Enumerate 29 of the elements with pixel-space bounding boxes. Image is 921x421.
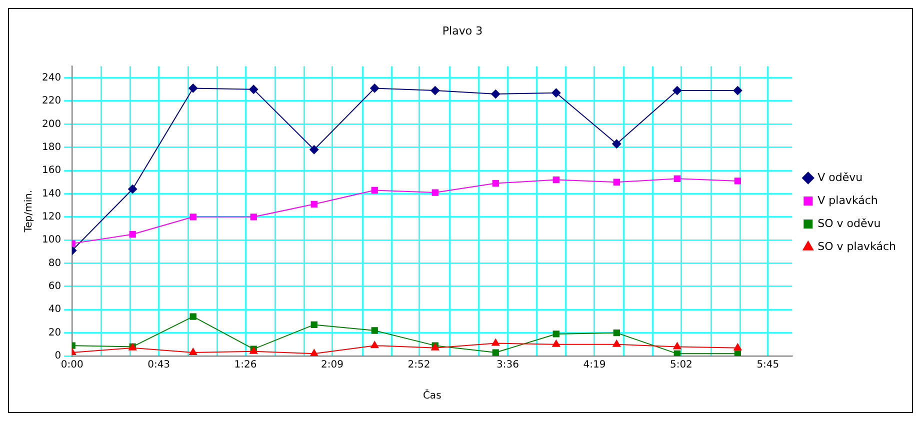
x-axis-title: Čas (422, 388, 442, 402)
x-tick-label: 3:36 (496, 360, 519, 371)
legend-label: SO v plavkách (818, 240, 896, 253)
y-axis-title: Tep/min. (24, 190, 35, 234)
legend-label: V plavkách (818, 194, 878, 207)
x-tick-label: 5:02 (670, 360, 692, 371)
y-tick-label: 160 (42, 165, 62, 176)
x-tick-label: 4:19 (583, 360, 606, 371)
chart-title: Plavo 3 (442, 24, 483, 38)
x-tick-label: 0:00 (60, 360, 84, 371)
y-tick-label: 240 (42, 72, 62, 84)
y-tick-label: 20 (48, 327, 62, 338)
legend-label: V oděvu (818, 170, 863, 184)
x-tick-label: 5:45 (756, 360, 780, 371)
y-tick-label: 180 (42, 142, 62, 153)
y-tick-label: 80 (48, 258, 62, 269)
y-tick-label: 140 (42, 188, 62, 200)
x-tick-label: 0:43 (148, 360, 170, 371)
y-tick-label: 220 (42, 96, 62, 107)
y-tick-label: 0 (54, 350, 62, 362)
legend-label: SO v oděvu (818, 216, 881, 230)
y-tick-label: 200 (42, 118, 62, 130)
y-tick-label: 100 (42, 234, 62, 246)
y-tick-label: 60 (48, 281, 62, 292)
x-tick-label: 1:26 (234, 360, 257, 371)
y-tick-label: 40 (48, 304, 62, 316)
x-tick-label: 2:09 (321, 360, 344, 371)
y-tick-label: 120 (42, 211, 62, 222)
x-tick-label: 2:52 (408, 360, 430, 371)
